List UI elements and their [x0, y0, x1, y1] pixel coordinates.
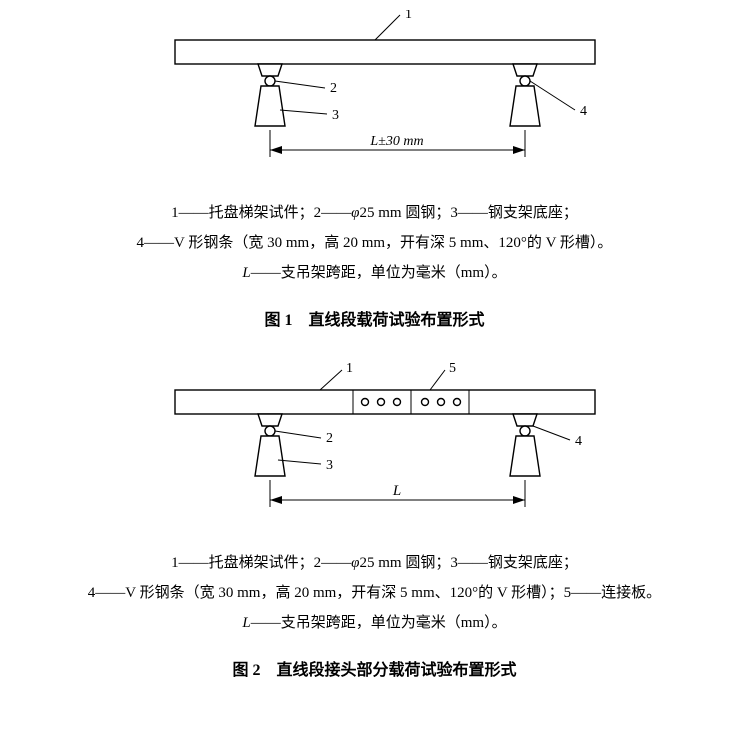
leader-1: [320, 370, 342, 390]
leader-3: [280, 110, 327, 114]
arrow-left: [270, 146, 282, 154]
leader-5: [430, 370, 445, 390]
leader-3: [278, 460, 321, 464]
figure-1-block: 1 2 3 4 L±30 mm 1——托盘梯架试件；2——φ25 mm 圆钢；3…: [10, 10, 739, 330]
v-block-right: [513, 64, 537, 76]
pedestal-right: [510, 436, 540, 476]
callout-4-text: 4: [575, 434, 582, 449]
f2-leg-3a: L: [242, 615, 250, 631]
beam: [175, 40, 595, 64]
roller-left: [265, 76, 275, 86]
figure-2-svg: 1 5 2 3 4 L: [95, 360, 655, 540]
pedestal-left: [255, 86, 285, 126]
callout-1-text: 1: [346, 361, 353, 376]
dim-label: L: [391, 483, 400, 499]
leader-1: [375, 15, 400, 40]
arrow-left: [270, 496, 282, 504]
figure-2-legend: 1——托盘梯架试件；2——φ25 mm 圆钢；3——钢支架底座； 4——V 形钢…: [10, 548, 739, 638]
v-block-left: [258, 64, 282, 76]
f2-leg-1a: 1——托盘梯架试件；2——: [171, 555, 351, 571]
hole-2: [377, 399, 384, 406]
leader-2: [275, 431, 321, 438]
arrow-right: [513, 146, 525, 154]
hole-1: [361, 399, 368, 406]
figure-1-caption: 图 1 直线段载荷试验布置形式: [10, 306, 739, 330]
f2-leg-2: 4——V 形钢条（宽 30 mm，高 20 mm，开有深 5 mm、120°的 …: [10, 578, 739, 608]
v-block-right: [513, 414, 537, 426]
roller-left: [265, 426, 275, 436]
pedestal-left: [255, 436, 285, 476]
figure-2-block: 1 5 2 3 4 L 1——托盘梯架试件；2——φ25 mm 圆钢；3——钢支…: [10, 360, 739, 680]
hole-3: [393, 399, 400, 406]
figure-1-legend: 1——托盘梯架试件；2——φ25 mm 圆钢；3——钢支架底座； 4——V 形钢…: [10, 198, 739, 288]
callout-3-text: 3: [332, 108, 339, 123]
callout-3-text: 3: [326, 458, 333, 473]
f2-leg-1b: 25 mm 圆钢；3——钢支架底座；: [359, 555, 577, 571]
callout-2-text: 2: [330, 81, 337, 96]
leader-2: [275, 81, 325, 88]
hole-4: [421, 399, 428, 406]
roller-right: [520, 426, 530, 436]
hole-6: [453, 399, 460, 406]
f1-leg-3a: L: [242, 265, 250, 281]
dim-label: L±30 mm: [369, 134, 423, 149]
roller-right: [520, 76, 530, 86]
arrow-right: [513, 496, 525, 504]
pedestal-right: [510, 86, 540, 126]
f1-leg-3b: ——支吊架跨距，单位为毫米（mm）。: [251, 265, 507, 281]
f1-leg-1a: 1——托盘梯架试件；2——: [171, 205, 351, 221]
leader-4: [533, 426, 570, 440]
callout-2-text: 2: [326, 431, 333, 446]
v-block-left: [258, 414, 282, 426]
f1-leg-2: 4——V 形钢条（宽 30 mm，高 20 mm，开有深 5 mm、120°的 …: [10, 228, 739, 258]
f2-leg-3b: ——支吊架跨距，单位为毫米（mm）。: [251, 615, 507, 631]
callout-4-text: 4: [580, 104, 587, 119]
f1-leg-1b: 25 mm 圆钢；3——钢支架底座；: [359, 205, 577, 221]
hole-5: [437, 399, 444, 406]
callout-1-text: 1: [405, 10, 412, 22]
callout-5-text: 5: [449, 361, 456, 376]
figure-2-caption: 图 2 直线段接头部分载荷试验布置形式: [10, 656, 739, 680]
figure-1-svg: 1 2 3 4 L±30 mm: [95, 10, 655, 190]
